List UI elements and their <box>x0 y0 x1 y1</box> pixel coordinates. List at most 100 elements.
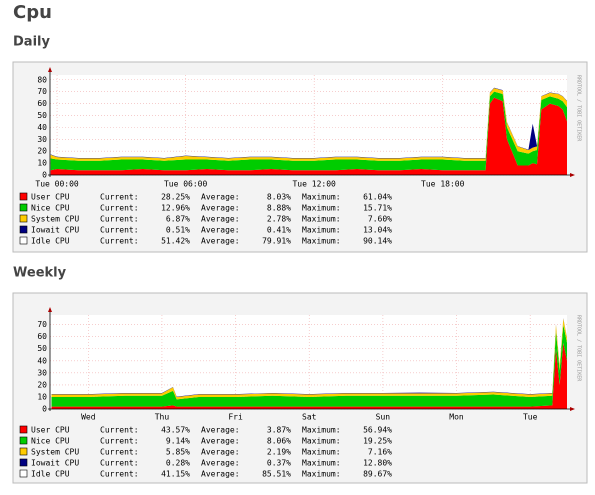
stat-average: 2.78% <box>267 215 291 224</box>
stat-average: 2.19% <box>267 448 291 457</box>
axis-arrow <box>570 407 575 411</box>
y-tick-label: 20 <box>37 380 47 389</box>
stat-current: 41.15% <box>161 470 190 479</box>
stat-label: Current: <box>100 426 139 435</box>
y-tick-label: 0 <box>42 171 47 180</box>
stat-label: Average: <box>201 437 240 446</box>
stat-label: Maximum: <box>302 215 341 224</box>
stat-label: Average: <box>201 215 240 224</box>
legend-swatch <box>19 458 28 467</box>
y-tick-label: 10 <box>37 392 47 401</box>
y-tick-label: 40 <box>37 123 47 132</box>
y-tick-label: 70 <box>37 87 47 96</box>
stat-average: 3.87% <box>267 426 291 435</box>
legend-swatch <box>19 192 28 201</box>
legend-swatch <box>19 225 28 234</box>
legend-swatch <box>19 203 28 212</box>
stat-current: 28.25% <box>161 193 190 202</box>
y-tick-label: 20 <box>37 147 47 156</box>
stat-maximum: 15.71% <box>363 204 392 213</box>
stat-label: Maximum: <box>302 204 341 213</box>
stat-label: Maximum: <box>302 459 341 468</box>
y-tick-label: 0 <box>42 405 47 414</box>
stat-label: Current: <box>100 226 139 235</box>
stat-label: Maximum: <box>302 193 341 202</box>
axis-arrow <box>48 67 52 72</box>
stat-label: Current: <box>100 237 139 246</box>
x-tick-label: Tue <box>523 413 538 422</box>
stat-label: Current: <box>100 215 139 224</box>
stat-average: 79.91% <box>262 237 291 246</box>
legend-swatch <box>19 436 28 445</box>
legend-swatch <box>19 425 28 434</box>
watermark: RRDTOOL / TOBI OETIKER <box>576 75 582 142</box>
stat-label: Current: <box>100 437 139 446</box>
stat-maximum: 13.04% <box>363 226 392 235</box>
stat-label: Current: <box>100 448 139 457</box>
stat-maximum: 89.67% <box>363 470 392 479</box>
section-title: Weekly <box>13 266 67 281</box>
legend-name: User CPU <box>31 426 70 435</box>
stat-label: Average: <box>201 470 240 479</box>
stat-current: 12.96% <box>161 204 190 213</box>
y-tick-label: 60 <box>37 332 47 341</box>
y-tick-label: 40 <box>37 356 47 365</box>
legend-name: Iowait CPU <box>31 459 79 468</box>
stat-label: Average: <box>201 226 240 235</box>
stat-label: Average: <box>201 204 240 213</box>
stat-average: 0.41% <box>267 226 291 235</box>
x-tick-label: Wed <box>81 413 96 422</box>
stat-maximum: 7.60% <box>368 215 392 224</box>
y-tick-label: 10 <box>37 159 47 168</box>
stat-maximum: 90.14% <box>363 237 392 246</box>
x-tick-label: Fri <box>228 413 243 422</box>
stat-label: Maximum: <box>302 237 341 246</box>
stat-label: Maximum: <box>302 437 341 446</box>
section-title: Daily <box>13 35 50 50</box>
axis-arrow <box>48 307 52 312</box>
stat-current: 9.14% <box>166 437 190 446</box>
y-tick-label: 50 <box>37 111 47 120</box>
y-tick-label: 80 <box>37 75 47 84</box>
stat-label: Average: <box>201 426 240 435</box>
legend-swatch <box>19 447 28 456</box>
stat-label: Current: <box>100 470 139 479</box>
stat-current: 51.42% <box>161 237 190 246</box>
stat-current: 43.57% <box>161 426 190 435</box>
stat-current: 0.28% <box>166 459 190 468</box>
stat-label: Maximum: <box>302 448 341 457</box>
stat-label: Maximum: <box>302 470 341 479</box>
legend-name: Idle CPU <box>31 237 70 246</box>
page-title: Cpu <box>13 2 52 23</box>
watermark: RRDTOOL / TOBI OETIKER <box>576 315 582 382</box>
stat-label: Average: <box>201 193 240 202</box>
stat-label: Average: <box>201 237 240 246</box>
stat-maximum: 56.94% <box>363 426 392 435</box>
legend-swatch <box>19 236 28 245</box>
stat-average: 8.06% <box>267 437 291 446</box>
stat-label: Average: <box>201 448 240 457</box>
legend-name: Idle CPU <box>31 470 70 479</box>
stat-average: 0.37% <box>267 459 291 468</box>
stat-average: 8.03% <box>267 193 291 202</box>
stat-label: Current: <box>100 204 139 213</box>
stat-label: Maximum: <box>302 226 341 235</box>
stat-label: Current: <box>100 459 139 468</box>
legend-name: User CPU <box>31 193 70 202</box>
stat-label: Maximum: <box>302 426 341 435</box>
legend-name: System CPU <box>31 215 79 224</box>
stat-current: 6.87% <box>166 215 190 224</box>
legend-name: Nice CPU <box>31 437 70 446</box>
y-tick-label: 30 <box>37 135 47 144</box>
stat-maximum: 12.80% <box>363 459 392 468</box>
stacked-area <box>51 324 567 407</box>
stat-current: 0.51% <box>166 226 190 235</box>
x-tick-label: Tue 06:00 <box>164 180 208 189</box>
stacked-area <box>50 97 568 175</box>
y-tick-label: 50 <box>37 344 47 353</box>
stat-maximum: 7.16% <box>368 448 392 457</box>
stat-maximum: 19.25% <box>363 437 392 446</box>
legend-swatch <box>19 469 28 478</box>
